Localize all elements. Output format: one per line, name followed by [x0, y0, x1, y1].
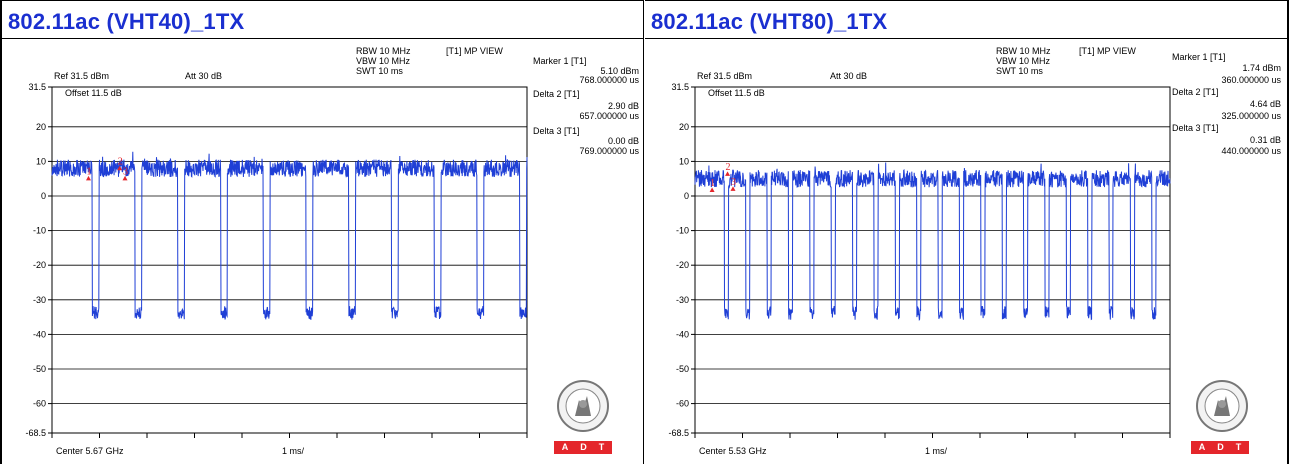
center-label: Center 5.67 GHz [56, 446, 124, 456]
panel-title: 802.11ac (VHT80)_1TX [651, 9, 888, 34]
rbw-label: RBW 10 MHz [356, 46, 411, 56]
y-tick-label: 31.5 [28, 82, 46, 92]
y-tick-label: -10 [676, 226, 689, 236]
title-divider [2, 38, 643, 39]
y-tick-label: -40 [33, 329, 46, 339]
delta2-label: Delta 2 [T1] [1172, 87, 1219, 97]
bureau-veritas-logo-icon [1196, 380, 1248, 432]
y-tick-label: -50 [33, 364, 46, 374]
vbw-label: VBW 10 MHz [996, 56, 1051, 66]
delta2-value: 2.90 dB [607, 101, 639, 111]
top-border [645, 0, 1287, 1]
y-tick-label: 20 [36, 122, 46, 132]
delta2-value: 4.64 dB [1249, 99, 1281, 109]
y-tick-label: -30 [676, 295, 689, 305]
delta3-time: 440.000000 us [1221, 146, 1281, 156]
marker1-label: Marker 1 [T1] [1172, 52, 1226, 62]
att-label: Att 30 dB [830, 71, 868, 81]
marker-number: 2 [726, 162, 731, 173]
delta2-time: 657.000000 us [579, 111, 639, 121]
delta2-label: Delta 2 [T1] [533, 89, 580, 99]
y-tick-label: 20 [679, 122, 689, 132]
center-label: Center 5.53 GHz [699, 446, 767, 456]
offset-label: Offset 11.5 dB [708, 88, 765, 98]
ref-label: Ref 31.5 dBm [697, 71, 753, 81]
y-tick-label: -20 [676, 260, 689, 270]
swt-label: SWT 10 ms [996, 66, 1043, 76]
offset-label: Offset 11.5 dB [65, 88, 122, 98]
marker-symbol [117, 165, 123, 171]
y-tick-label: -20 [33, 260, 46, 270]
y-tick-label: -68.5 [668, 428, 689, 438]
marker-number: 1 [86, 166, 91, 177]
delta2-time: 325.000000 us [1221, 111, 1281, 121]
marker1-label: Marker 1 [T1] [533, 56, 587, 66]
marker-symbol [85, 175, 91, 181]
plot-frame [51, 86, 528, 434]
y-tick-label: 0 [684, 191, 689, 201]
rbw-label: RBW 10 MHz [996, 46, 1051, 56]
marker-symbol [709, 187, 715, 192]
marker1-time: 768.000000 us [579, 75, 639, 85]
y-tick-label: -60 [676, 399, 689, 409]
spectrum-plot: 31.5 20 10 0 -10 -20 -30 -40 -50 -60 -68.5 123 [668, 82, 1171, 438]
trace-line [694, 162, 1171, 322]
marker-number: 1 [710, 178, 715, 189]
delta3-label: Delta 3 [T1] [1172, 123, 1219, 133]
vbw-label: VBW 10 MHz [356, 56, 411, 66]
att-label: Att 30 dB [185, 71, 223, 81]
panel-title: 802.11ac (VHT40)_1TX [8, 9, 245, 34]
y-tick-label: -68.5 [25, 428, 46, 438]
y-tick-label: -30 [33, 295, 46, 305]
plot-frame [694, 86, 1171, 434]
y-tick-label: 31.5 [671, 82, 689, 92]
view-label: [T1] MP VIEW [446, 46, 503, 56]
swt-label: SWT 10 ms [356, 66, 403, 76]
marker-number: 3 [731, 177, 736, 188]
chart-panel-vht80: 802.11ac (VHT80)_1TX RBW 10 MHz VBW 10 M… [645, 0, 1289, 464]
marker-number: 3 [123, 166, 128, 177]
y-tick-label: -40 [676, 329, 689, 339]
y-tick-label: 0 [41, 191, 46, 201]
view-label: [T1] MP VIEW [1079, 46, 1136, 56]
y-tick-label: -60 [33, 399, 46, 409]
span-label: 1 ms/ [925, 446, 948, 456]
marker-symbol [730, 186, 736, 191]
title-divider [645, 38, 1287, 39]
trace-line [51, 151, 528, 320]
marker1-time: 360.000000 us [1221, 75, 1281, 85]
marker-number: 2 [118, 156, 123, 167]
y-tick-label: 10 [36, 156, 46, 166]
bureau-veritas-logo-icon [557, 380, 609, 432]
marker-symbol [725, 171, 731, 176]
y-tick-label: -10 [33, 226, 46, 236]
marker1-value: 1.74 dBm [1242, 63, 1281, 73]
chart-panel-vht40: 802.11ac (VHT40)_1TX RBW 10 MHz VBW 10 M… [0, 0, 644, 464]
y-tick-label: -50 [676, 364, 689, 374]
y-tick-label: 10 [679, 156, 689, 166]
marker1-value: 5.10 dBm [600, 66, 639, 76]
top-border [2, 0, 643, 1]
span-label: 1 ms/ [282, 446, 305, 456]
ref-label: Ref 31.5 dBm [54, 71, 110, 81]
delta3-time: 769.000000 us [579, 146, 639, 156]
delta3-value: 0.00 dB [607, 136, 639, 146]
delta3-label: Delta 3 [T1] [533, 126, 580, 136]
marker-symbol [122, 175, 128, 181]
spectrum-plot: 31.5 20 10 0 -10 -20 -30 -40 -50 -60 -68.5 1 23 [25, 82, 528, 438]
delta3-value: 0.31 dB [1249, 135, 1281, 145]
